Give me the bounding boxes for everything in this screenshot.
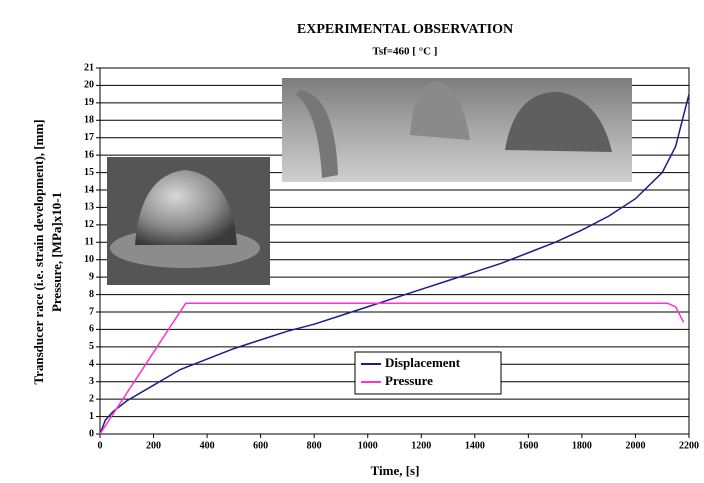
chart-title: EXPERIMENTAL OBSERVATION — [297, 22, 513, 37]
x-tick-label: 1400 — [465, 440, 485, 451]
x-tick-label: 800 — [307, 440, 322, 451]
x-tick-label: 1800 — [572, 440, 592, 451]
y-tick-label: 5 — [89, 341, 94, 352]
x-tick-label: 400 — [200, 440, 215, 451]
y-tick-label: 2 — [89, 393, 94, 404]
y-tick-label: 16 — [84, 149, 94, 160]
y-tick-label: 19 — [84, 97, 94, 108]
x-tick-label: 2000 — [625, 440, 645, 451]
x-tick-label: 0 — [98, 440, 103, 451]
chart: 0123456789101112131415161718192021020040… — [0, 0, 704, 483]
legend-label: Displacement — [385, 355, 461, 370]
x-axis-label: Time, [s] — [371, 463, 420, 478]
x-tick-label: 2200 — [679, 440, 699, 451]
y-tick-label: 0 — [89, 428, 94, 439]
y-tick-label: 21 — [84, 62, 94, 73]
y-tick-label: 20 — [84, 80, 94, 91]
y-tick-label: 14 — [84, 184, 94, 195]
legend-label: Pressure — [385, 373, 433, 388]
legend: Displacement Pressure — [355, 352, 501, 394]
y-tick-label: 9 — [89, 271, 94, 282]
y-axis-label: Transducer race (i.e. strain development… — [31, 119, 46, 384]
y-tick-label: 11 — [85, 237, 94, 248]
y-tick-label: 12 — [84, 219, 94, 230]
y-tick-label: 3 — [89, 376, 94, 387]
x-tick-label: 1600 — [518, 440, 538, 451]
x-tick-label: 600 — [253, 440, 268, 451]
y-tick-label: 13 — [84, 202, 94, 213]
y-tick-label: 1 — [89, 411, 94, 422]
x-tick-label: 1000 — [358, 440, 378, 451]
y-axis-label: Pressure, [MPa]x10-1 — [49, 192, 64, 312]
x-tick-label: 1200 — [411, 440, 431, 451]
y-tick-label: 15 — [84, 167, 94, 178]
x-tick-label: 200 — [146, 440, 161, 451]
y-tick-label: 4 — [89, 359, 94, 370]
y-tick-label: 7 — [89, 306, 94, 317]
chart-subtitle: Tsf=460 [ °C ] — [373, 46, 438, 58]
y-tick-label: 17 — [84, 132, 94, 143]
y-tick-label: 18 — [84, 115, 94, 126]
y-tick-label: 10 — [84, 254, 94, 265]
y-tick-label: 6 — [89, 324, 94, 335]
y-tick-label: 8 — [89, 289, 94, 300]
